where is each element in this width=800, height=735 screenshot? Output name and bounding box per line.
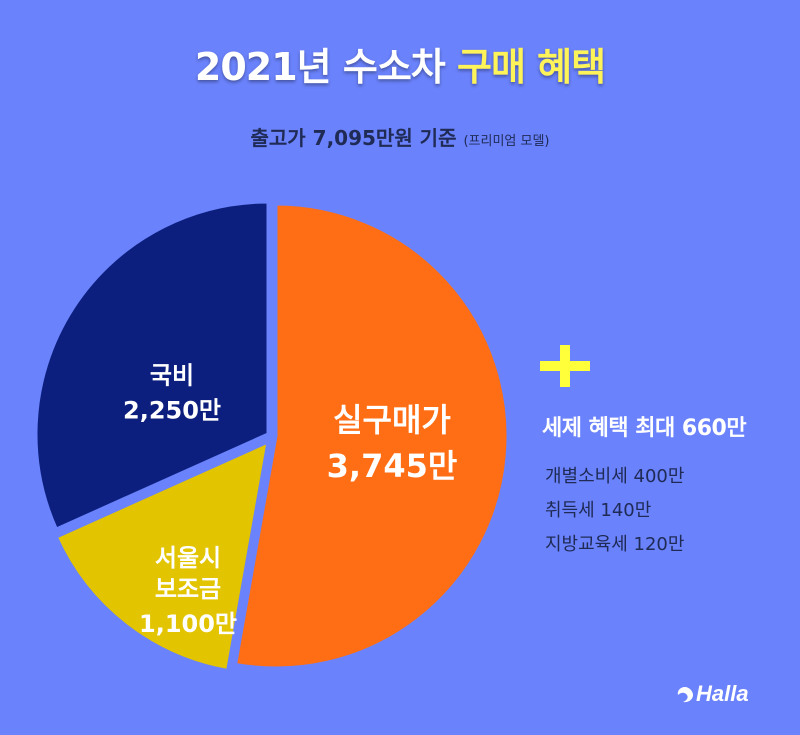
slice-value-label: 3,745만 <box>327 447 458 485</box>
slice-value-label: 2,250만 <box>123 397 221 425</box>
pie-slice <box>34 200 270 531</box>
page-title: 2021년 수소차 구매 혜택 <box>0 36 800 91</box>
plus-icon <box>540 345 590 387</box>
slice-name-label: 실구매가 <box>333 401 451 439</box>
title-highlight: 구매 혜택 <box>456 45 606 89</box>
subtitle-main: 출고가 7,095만원 기준 <box>250 126 464 150</box>
brand-logo: Halla <box>676 681 749 707</box>
slice-value-label: 1,100만 <box>139 610 237 638</box>
tax-item: 개별소비세 400만 <box>545 466 685 487</box>
slice-name-label: 보조금 <box>155 575 221 603</box>
tax-item: 취득세 140만 <box>545 500 652 521</box>
slice-name-label: 서울시 <box>155 544 221 572</box>
title-main: 2021년 수소차 <box>194 45 457 89</box>
subtitle-note: (프리미엄 모델) <box>463 134 550 149</box>
tax-benefit-heading: 세제 혜택 최대 660만 <box>542 416 747 441</box>
logo-text: Halla <box>696 681 749 706</box>
page-subtitle: 출고가 7,095만원 기준 (프리미엄 모델) <box>0 122 800 151</box>
pie-slice <box>54 439 270 673</box>
slice-name-label: 국비 <box>150 361 194 389</box>
brand-mark-icon <box>677 687 693 703</box>
pie-slice <box>233 202 510 670</box>
tax-item: 지방교육세 120만 <box>545 534 685 555</box>
